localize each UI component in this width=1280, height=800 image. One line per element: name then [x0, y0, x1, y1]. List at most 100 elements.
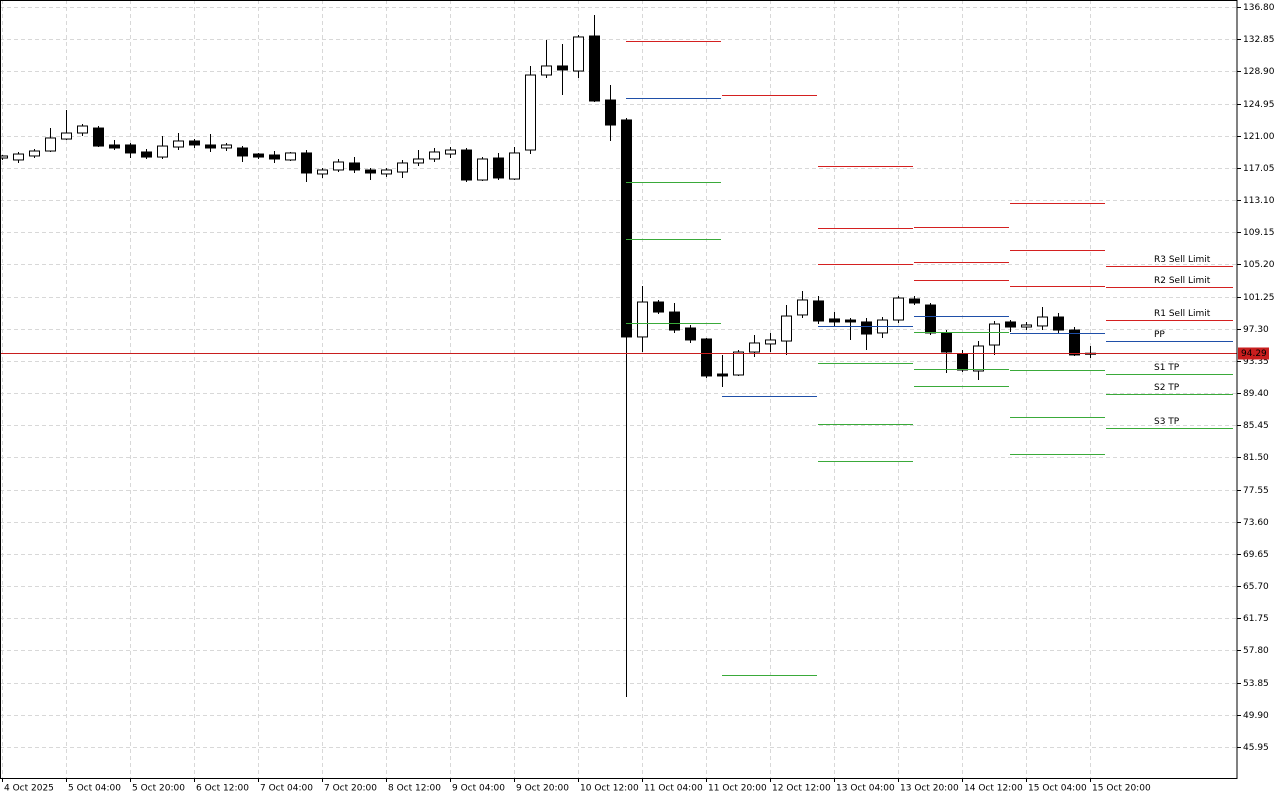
candle-body [333, 161, 344, 171]
candle-body [461, 149, 472, 181]
y-tick-label: 73.60 [1243, 518, 1269, 528]
candle-body [237, 147, 248, 157]
pivot-label: R2 Sell Limit [1154, 276, 1211, 286]
y-tick-label: 124.95 [1243, 100, 1275, 110]
candle-body [669, 311, 680, 331]
candle-body [589, 35, 600, 102]
candle-body [845, 319, 856, 323]
candle-body [797, 299, 808, 316]
candle-body [173, 140, 184, 148]
plot-frame [0, 0, 1238, 779]
candle-body [637, 301, 648, 338]
x-tick-label: 11 Oct 20:00 [708, 784, 767, 794]
candle-body [781, 315, 792, 342]
y-tick-label: 65.70 [1243, 582, 1269, 592]
candle-body [413, 158, 424, 164]
candle-body [1053, 316, 1064, 331]
y-tick-label: 121.00 [1243, 132, 1275, 142]
candle-body [765, 339, 776, 345]
pivot-label: S3 TP [1154, 417, 1180, 427]
candle-body [701, 338, 712, 377]
x-tick-label: 13 Oct 04:00 [836, 784, 895, 794]
candle-body [813, 300, 824, 322]
pivot-label: R1 Sell Limit [1154, 309, 1211, 319]
candle-body [525, 74, 536, 151]
candle-body [1069, 329, 1080, 356]
x-tick-label: 9 Oct 20:00 [516, 784, 569, 794]
x-tick-label: 15 Oct 04:00 [1028, 784, 1087, 794]
x-tick-label: 5 Oct 20:00 [132, 784, 185, 794]
candle-body [957, 353, 968, 371]
candle-body [45, 137, 56, 152]
candle-body [621, 119, 632, 338]
y-tick-label: 81.50 [1243, 453, 1269, 463]
candle-body [125, 144, 136, 154]
candle-body [13, 153, 24, 161]
candle-body [749, 342, 760, 353]
current-price-box [1238, 347, 1269, 360]
candle-body [221, 144, 232, 149]
candle-body [429, 151, 440, 160]
candle-body [1005, 321, 1016, 328]
candle-body [925, 304, 936, 334]
candle-body [189, 140, 200, 146]
candle-body [989, 323, 1000, 346]
candle-body [493, 157, 504, 179]
candle-body [509, 152, 520, 180]
candle-body [1021, 324, 1032, 328]
candle-body [157, 145, 168, 158]
candle-body [109, 144, 120, 149]
x-tick-label: 12 Oct 12:00 [772, 784, 831, 794]
candle-body [717, 373, 728, 377]
y-tick-label: 101.25 [1243, 293, 1275, 303]
y-tick-label: 85.45 [1243, 421, 1269, 431]
pivot-label: PP [1154, 330, 1165, 340]
y-tick-label: 69.65 [1243, 550, 1269, 560]
x-tick-label: 9 Oct 04:00 [452, 784, 505, 794]
candle-body [829, 318, 840, 323]
candle-body [605, 99, 616, 126]
y-tick-label: 117.05 [1243, 164, 1275, 174]
y-tick-label: 53.85 [1243, 679, 1269, 689]
x-tick-label: 8 Oct 12:00 [388, 784, 441, 794]
candle-body [445, 149, 456, 155]
pivot-label: S1 TP [1154, 363, 1180, 373]
candle-body [301, 152, 312, 174]
candle-body [861, 321, 872, 335]
candle-body [541, 65, 552, 76]
candle-body [253, 153, 264, 158]
candle-body [909, 298, 920, 304]
x-tick-label: 11 Oct 04:00 [644, 784, 703, 794]
candle-body [269, 154, 280, 160]
y-tick-label: 57.80 [1243, 646, 1269, 656]
candle-body [205, 144, 216, 149]
x-tick-label: 6 Oct 12:00 [196, 784, 249, 794]
x-tick-label: 10 Oct 12:00 [580, 784, 639, 794]
candle-body [477, 158, 488, 181]
candle-body [317, 169, 328, 175]
y-tick-label: 77.55 [1243, 486, 1269, 496]
y-tick-label: 97.30 [1243, 325, 1269, 335]
candle-body [77, 125, 88, 134]
candle-body [893, 297, 904, 321]
candle-body [365, 169, 376, 174]
y-tick-label: 49.90 [1243, 711, 1269, 721]
candle-body [557, 65, 568, 71]
x-tick-label: 15 Oct 20:00 [1092, 784, 1151, 794]
y-tick-label: 113.10 [1243, 196, 1275, 206]
candle-body [653, 301, 664, 313]
candle-body [381, 169, 392, 175]
candle-body [685, 327, 696, 341]
x-tick-label: 14 Oct 12:00 [964, 784, 1023, 794]
y-tick-label: 61.75 [1243, 614, 1269, 624]
candle-body [93, 127, 104, 147]
y-tick-label: 136.80 [1243, 3, 1275, 13]
candle-body [141, 151, 152, 158]
x-tick-label: 5 Oct 04:00 [68, 784, 121, 794]
current-price-label: 94.29 [1241, 349, 1267, 359]
pivot-label: R3 Sell Limit [1154, 255, 1211, 265]
candle-body [61, 132, 72, 140]
x-tick-label: 13 Oct 20:00 [900, 784, 959, 794]
